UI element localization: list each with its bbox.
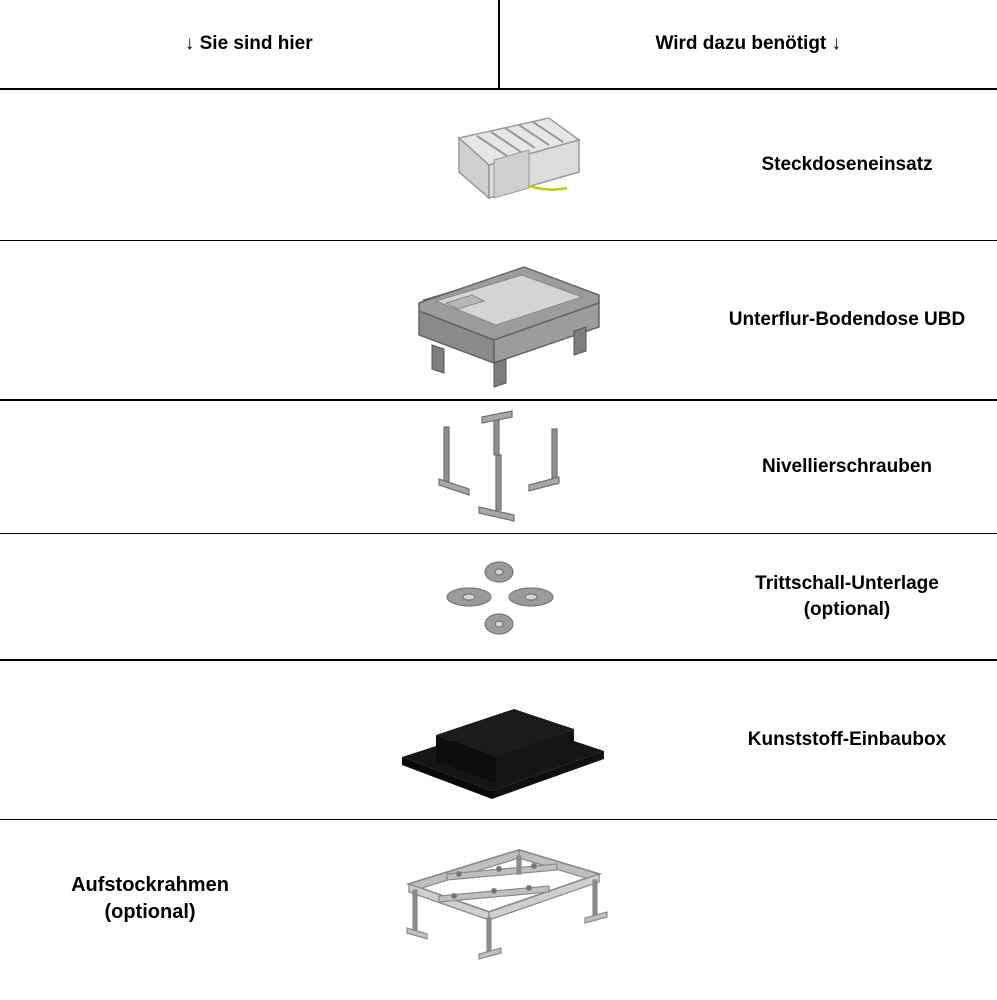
- row-einbaubox: Kunststoff-Einbaubox: [0, 661, 997, 819]
- diagram-container: ↓ Sie sind hier Wird dazu benötigt ↓: [0, 0, 997, 1000]
- row-right-label: Kunststoff-Einbaubox: [697, 661, 997, 819]
- row-left-label: Aufstockrahmen(optional): [0, 820, 300, 978]
- row-steckdoseneinsatz: Steckdoseneinsatz: [0, 90, 997, 240]
- row-trittschall: Trittschall-Unterlage(optional): [0, 534, 997, 659]
- left-label: Aufstockrahmen(optional): [71, 872, 229, 926]
- floor-box-icon: [374, 245, 624, 395]
- row-left: [0, 661, 300, 819]
- row-right-label: Steckdoseneinsatz: [697, 90, 997, 240]
- row-left: [0, 534, 300, 659]
- illustration-raising-frame: [300, 820, 697, 978]
- row-left: [0, 401, 300, 533]
- row-left: [0, 90, 300, 240]
- illustration-plastic-box: [300, 661, 697, 819]
- label-line: Trittschall-Unterlage(optional): [755, 571, 939, 622]
- raising-frame-icon: [369, 824, 629, 974]
- plastic-box-icon: [374, 665, 624, 815]
- illustration-floor-box: [300, 241, 697, 399]
- row-aufstock: Aufstockrahmen(optional): [0, 820, 997, 978]
- row-unterflur: Unterflur-Bodendose UBD: [0, 241, 997, 399]
- header-right: Wird dazu benötigt ↓: [500, 33, 997, 55]
- socket-insert-icon: [399, 100, 599, 230]
- illustration-leveling-screws: [300, 401, 697, 533]
- row-left: [0, 241, 300, 399]
- row-right-label: Nivellierschrauben: [697, 401, 997, 533]
- leveling-screws-icon: [384, 407, 614, 527]
- illustration-socket-insert: [300, 90, 697, 240]
- row-right-label: Trittschall-Unterlage(optional): [697, 534, 997, 659]
- row-nivellier: Nivellierschrauben: [0, 401, 997, 533]
- row-right-label: [697, 820, 997, 978]
- illustration-sound-pads: [300, 534, 697, 659]
- row-right-label: Unterflur-Bodendose UBD: [697, 241, 997, 399]
- sound-pads-icon: [399, 542, 599, 652]
- header-left: ↓ Sie sind hier: [0, 33, 498, 55]
- header-row: ↓ Sie sind hier Wird dazu benötigt ↓: [0, 0, 997, 88]
